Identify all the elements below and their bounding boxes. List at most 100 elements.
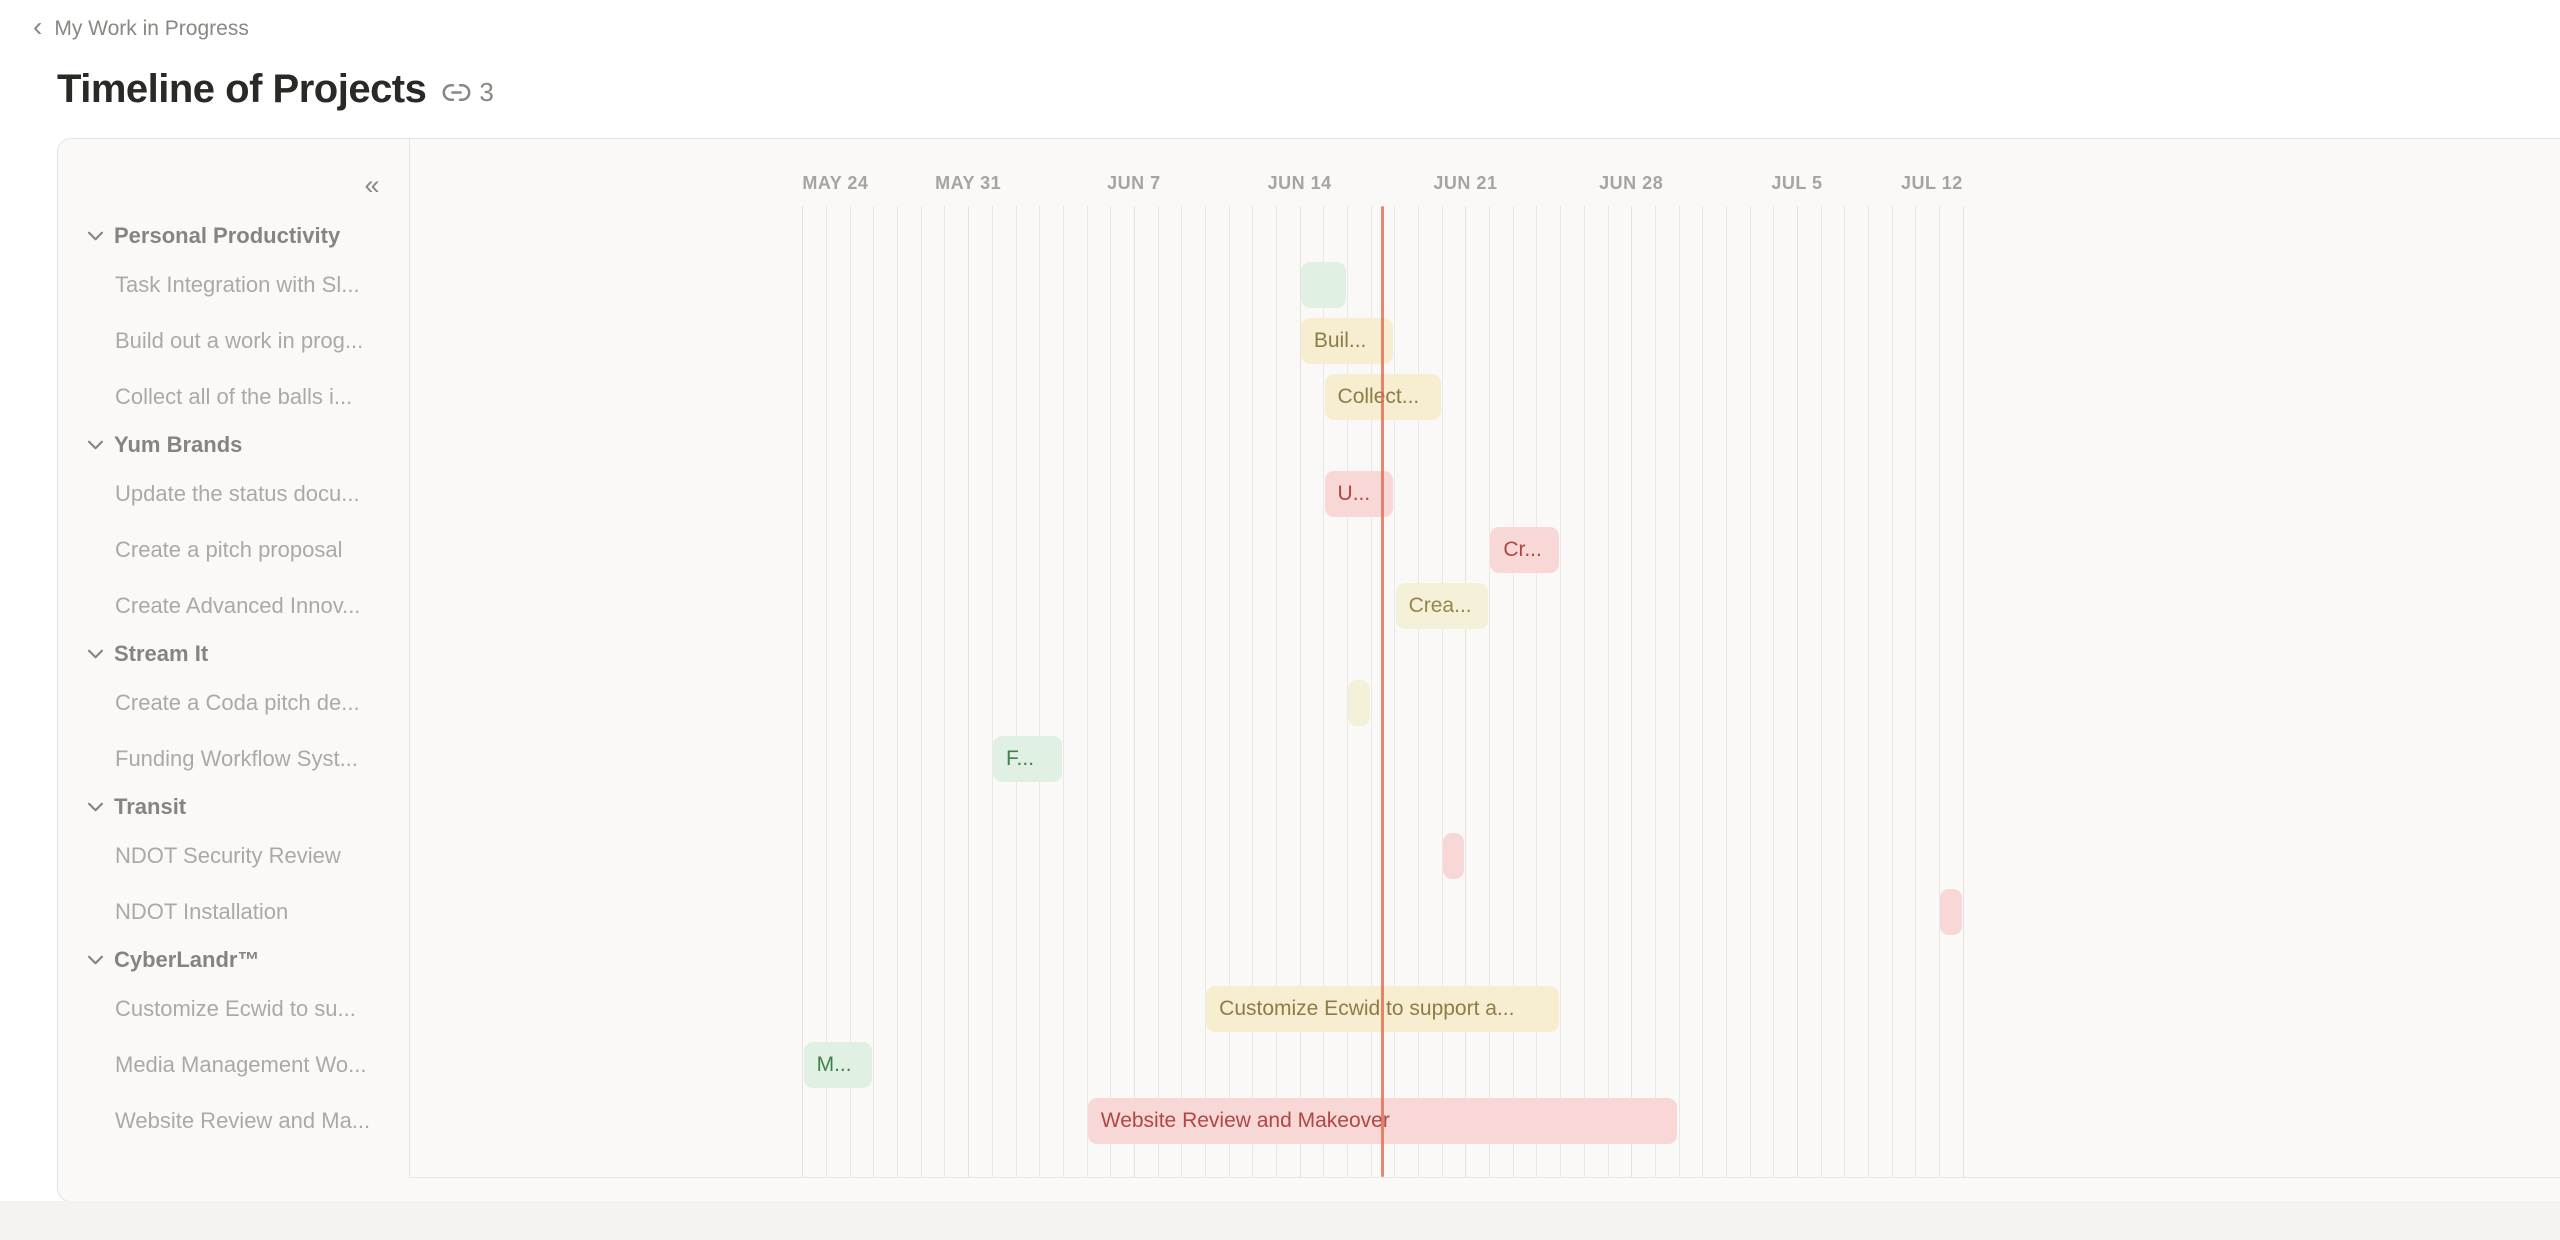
- day-gridline: [1868, 206, 1869, 1177]
- breadcrumb[interactable]: ‹ My Work in Progress: [33, 11, 249, 44]
- sidebar-task-row[interactable]: Create a Coda pitch de...: [58, 681, 409, 725]
- day-gridline: [1062, 206, 1064, 1177]
- gantt-bar[interactable]: [1940, 889, 1962, 935]
- day-gridline: [1939, 206, 1941, 1177]
- sidebar-task-row[interactable]: Media Management Wo...: [58, 1043, 409, 1087]
- sidebar-task-row[interactable]: Customize Ecwid to su...: [58, 987, 409, 1031]
- gantt-bar-label: Crea...: [1408, 594, 1472, 617]
- day-gridline: [1796, 206, 1798, 1177]
- sidebar-task-row[interactable]: Funding Workflow Syst...: [58, 737, 409, 781]
- sidebar-group-row[interactable]: Stream It: [58, 632, 409, 676]
- day-gridline: [1489, 206, 1491, 1177]
- gantt-bar[interactable]: F...: [993, 736, 1062, 782]
- day-gridline: [1962, 206, 1964, 1177]
- gantt-bar-label: Website Review and Makeover: [1100, 1109, 1390, 1132]
- chevron-down-icon: [88, 231, 114, 241]
- day-gridline: [826, 206, 828, 1177]
- day-gridline: [1228, 206, 1230, 1177]
- day-gridline: [1204, 206, 1206, 1177]
- horizontal-scrollbar[interactable]: [409, 1178, 2560, 1201]
- page-bottom-background: [0, 1201, 2560, 1240]
- sidebar-task-row[interactable]: Task Integration with Sl...: [58, 263, 409, 307]
- day-gridline: [920, 206, 922, 1177]
- today-marker-line: [1381, 206, 1385, 1177]
- sidebar-task-row[interactable]: Update the status docu...: [58, 472, 409, 516]
- day-gridline: [1323, 206, 1325, 1177]
- day-gridline: [1773, 206, 1775, 1177]
- sidebar-task-row[interactable]: Website Review and Ma...: [58, 1099, 409, 1143]
- row-label: Build out a work in prog...: [115, 328, 364, 353]
- sidebar-task-row[interactable]: Create a pitch proposal: [58, 528, 409, 572]
- sidebar-task-row[interactable]: Create Advanced Innov...: [58, 584, 409, 628]
- day-gridline: [1086, 206, 1088, 1177]
- day-gridline: [1725, 206, 1727, 1177]
- row-label: Personal Productivity: [114, 223, 341, 248]
- row-label: CyberLandr™: [114, 947, 260, 972]
- row-label: Collect all of the balls i...: [115, 384, 353, 409]
- gantt-bar[interactable]: [1300, 262, 1346, 308]
- day-gridline: [1891, 206, 1893, 1177]
- sidebar-chart-divider: [409, 139, 410, 1201]
- day-gridline: [991, 206, 993, 1177]
- breadcrumb-label: My Work in Progress: [54, 17, 249, 40]
- week-date-label: JUN 14: [1267, 173, 1332, 193]
- gantt-bar[interactable]: Crea...: [1395, 583, 1488, 629]
- gantt-bar[interactable]: [1442, 833, 1465, 879]
- sidebar-task-row[interactable]: NDOT Security Review: [58, 834, 409, 878]
- row-label: Customize Ecwid to su...: [115, 996, 356, 1021]
- gantt-sidebar: « Personal Productivity Task Integration …: [58, 139, 409, 1201]
- sidebar-group-row[interactable]: CyberLandr™: [58, 938, 409, 982]
- linked-docs-badge[interactable]: 3: [442, 77, 494, 108]
- sidebar-group-row[interactable]: Personal Productivity: [58, 214, 409, 258]
- day-gridline: [897, 206, 899, 1177]
- gantt-bar[interactable]: [1348, 680, 1370, 726]
- chevron-left-icon: ‹: [33, 11, 43, 42]
- gantt-bar-label: Cr...: [1503, 538, 1542, 561]
- day-gridline: [1110, 206, 1112, 1177]
- row-label: Website Review and Ma...: [115, 1108, 371, 1133]
- week-date-label: JUN 21: [1433, 173, 1498, 193]
- day-gridline: [1418, 206, 1420, 1177]
- sidebar-task-row[interactable]: Collect all of the balls i...: [58, 375, 409, 419]
- collapse-sidebar-button[interactable]: «: [355, 169, 389, 201]
- day-gridline: [1039, 206, 1041, 1177]
- row-label: Create a pitch proposal: [115, 537, 343, 562]
- row-label: Task Integration with Sl...: [115, 272, 360, 297]
- gantt-bar[interactable]: Buil...: [1300, 318, 1394, 364]
- day-gridline: [849, 206, 851, 1177]
- day-gridline: [1678, 206, 1680, 1177]
- row-label: Update the status docu...: [115, 481, 360, 506]
- gantt-card: « Personal Productivity Task Integration …: [57, 138, 2560, 1202]
- chart-canvas: MAY 24 MAY 31 JUN 7 JUN 14 JUN 21 JUN 28 JUL 5…: [409, 139, 2560, 1201]
- row-label: Media Management Wo...: [115, 1052, 367, 1077]
- chevron-down-icon: [88, 955, 114, 965]
- sidebar-task-row[interactable]: NDOT Installation: [58, 890, 409, 934]
- day-gridline: [968, 206, 970, 1177]
- sidebar-task-row[interactable]: Build out a work in prog...: [58, 319, 409, 363]
- day-gridline: [1915, 206, 1917, 1177]
- day-gridline: [1583, 206, 1585, 1177]
- day-gridline: [1370, 206, 1372, 1177]
- row-label: Funding Workflow Syst...: [115, 746, 358, 771]
- week-date-label: JUN 7: [1107, 173, 1161, 193]
- gantt-bar[interactable]: Cr...: [1490, 527, 1559, 573]
- day-gridline: [1441, 206, 1443, 1177]
- week-date-label: MAY 31: [935, 173, 1002, 193]
- row-label: Stream It: [114, 641, 209, 666]
- sidebar-group-row[interactable]: Yum Brands: [58, 423, 409, 467]
- day-gridline: [1607, 206, 1609, 1177]
- title-row: Timeline of Projects 3: [57, 62, 494, 116]
- chart-bottom-divider: [409, 1177, 2560, 1178]
- row-label: Create a Coda pitch de...: [115, 690, 360, 715]
- row-label: Yum Brands: [114, 432, 243, 457]
- week-date-label: JUL 5: [1771, 173, 1823, 193]
- day-gridline: [1015, 206, 1017, 1177]
- sidebar-group-row[interactable]: Transit: [58, 785, 409, 829]
- link-icon: [442, 83, 471, 102]
- gantt-bar-label: M...: [816, 1053, 852, 1076]
- gantt-bar-label: Customize Ecwid to support a...: [1219, 997, 1515, 1020]
- day-gridline: [944, 206, 946, 1177]
- gantt-bar[interactable]: M...: [803, 1042, 873, 1088]
- page-title: Timeline of Projects: [57, 66, 427, 111]
- row-label: NDOT Security Review: [115, 843, 341, 868]
